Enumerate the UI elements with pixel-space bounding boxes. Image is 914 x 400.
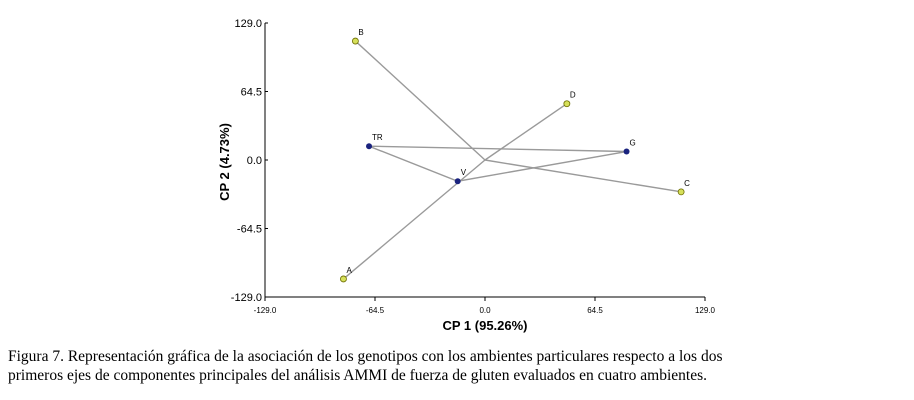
biplot-chart: 129.0 64.5 0.0 -64.5 -129.0 -129.0 -64.5 0.0 64.… (217, 18, 716, 333)
data-points: B D C A TR G V (340, 28, 690, 283)
genotype-point (454, 178, 461, 185)
y-tick-label: 129.0 (234, 18, 262, 30)
environment-point (677, 188, 685, 196)
x-tick-label: 0.0 (479, 306, 491, 315)
environment-label: A (346, 266, 352, 275)
genotype-label: G (630, 139, 636, 148)
genotype-point (623, 148, 630, 155)
environment-label: D (570, 91, 576, 100)
environment-label: C (684, 179, 690, 188)
environment-vector (342, 159, 486, 280)
x-tick-label: -64.5 (366, 306, 385, 315)
caption-line-1: Figura 7. Representación gráfica de la a… (8, 348, 723, 365)
environment-vector (484, 103, 568, 161)
y-tick-label: -129.0 (231, 292, 262, 304)
y-tick-label: -64.5 (237, 224, 262, 236)
x-tick-label: -129.0 (254, 306, 277, 315)
y-tick-label: 64.5 (241, 87, 262, 99)
y-axis-label: CP 2 (4.73%) (217, 123, 232, 201)
genotype-label: TR (372, 133, 383, 142)
genotype-triangle (368, 145, 627, 182)
environment-vector (484, 159, 682, 193)
tick-labels: 129.0 64.5 0.0 -64.5 -129.0 -129.0 -64.5 0.0 64.… (231, 18, 716, 315)
genotype-point (366, 143, 373, 150)
environment-point (340, 275, 347, 283)
environment-vector (354, 40, 486, 161)
x-axis-label: CP 1 (95.26%) (442, 318, 527, 333)
genotype-label: V (461, 168, 467, 177)
environment-label: B (358, 28, 363, 37)
x-tick-label: 129.0 (695, 306, 716, 315)
vector-lines (342, 40, 682, 280)
caption-line-2: primeros ejes de componentes principales… (8, 367, 707, 384)
environment-point (351, 37, 359, 45)
figure-caption: Figura 7. Representación gráfica de la a… (8, 347, 908, 385)
x-tick-label: 64.5 (587, 306, 603, 315)
environment-point (563, 100, 571, 108)
y-tick-label: 0.0 (247, 155, 262, 167)
